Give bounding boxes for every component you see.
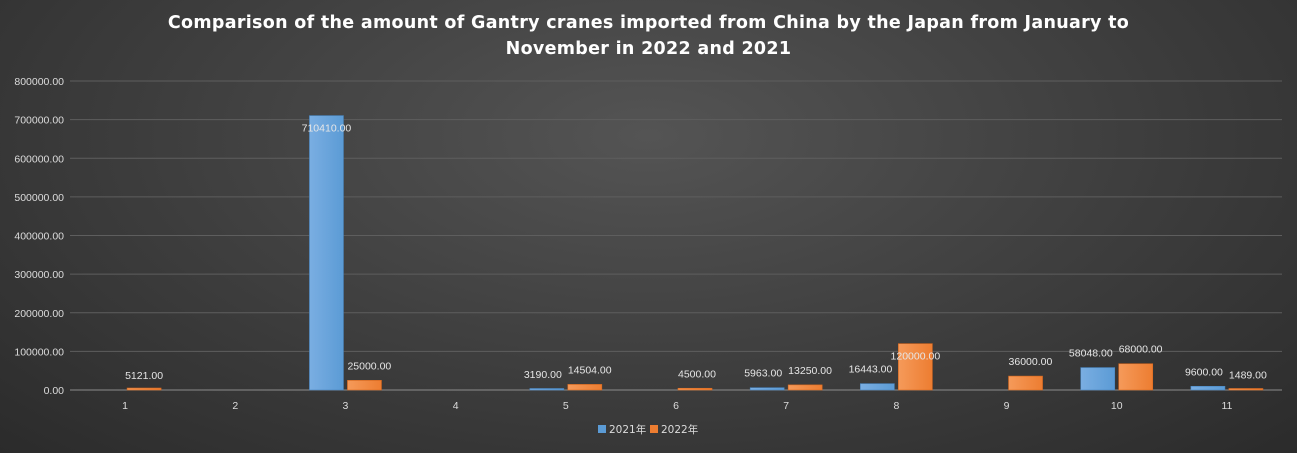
- x-tick-label: 7: [783, 400, 789, 412]
- x-tick-label: 5: [563, 400, 569, 412]
- bar-2022: [1228, 388, 1264, 391]
- axes: 0.00 100000.00 200000.00 300000.00 400000.00…: [14, 76, 1282, 412]
- bar-2021: [529, 388, 565, 391]
- bars: [126, 115, 1264, 391]
- bar-2022: [1118, 363, 1154, 391]
- legend: 2021年 2022年: [598, 423, 698, 436]
- bar-2022: [898, 343, 933, 391]
- legend-swatch: [650, 425, 658, 433]
- bar-2021: [860, 383, 895, 391]
- y-tick-label: 400000.00: [14, 231, 64, 243]
- legend-swatch: [598, 425, 606, 433]
- x-tick-label: 11: [1221, 400, 1232, 412]
- data-label-2021: 5963.00: [744, 368, 782, 380]
- data-label-2022: 13250.00: [788, 365, 832, 377]
- data-label-2022: 36000.00: [1009, 356, 1053, 368]
- x-tick-label: 10: [1111, 400, 1123, 412]
- x-tick-label: 6: [673, 400, 679, 412]
- bar-2022: [126, 387, 162, 391]
- data-label-2021: 9600.00: [1185, 366, 1223, 378]
- data-label-2022: 1489.00: [1229, 369, 1267, 381]
- y-tick-label: 500000.00: [14, 192, 64, 204]
- chart-title: Comparison of the amount of Gantry crane…: [167, 13, 1130, 59]
- x-tick-label: 4: [453, 400, 459, 412]
- y-tick-label: 700000.00: [14, 115, 64, 127]
- x-tick-label: 3: [343, 400, 349, 412]
- bar-2021: [749, 387, 785, 391]
- data-label-2021: 3190.00: [524, 369, 562, 381]
- bar-2021: [1080, 367, 1116, 391]
- data-label-2021: 710410.00: [302, 123, 352, 135]
- legend-label: 2022年: [661, 423, 698, 436]
- bar-2022: [567, 384, 603, 391]
- bar-2022: [1008, 375, 1043, 391]
- y-tick-label: 100000.00: [14, 346, 64, 358]
- data-label-2022: 5121.00: [125, 370, 163, 382]
- data-label-2022: 14504.00: [568, 364, 612, 376]
- bar-2021: [309, 115, 344, 391]
- y-tick-label: 800000.00: [14, 76, 64, 88]
- y-tick-label: 300000.00: [14, 269, 64, 281]
- bar-2021: [1190, 385, 1226, 391]
- data-label-2022: 68000.00: [1119, 344, 1163, 356]
- data-label-2022: 25000.00: [347, 360, 391, 372]
- data-labels: 5121.00 710410.00 25000.00 3190.00 14504.00 4…: [125, 123, 1267, 382]
- y-tick-label: 600000.00: [14, 153, 64, 165]
- data-label-2022: 120000.00: [891, 351, 941, 363]
- data-label-2022: 4500.00: [678, 368, 716, 380]
- data-label-2021: 16443.00: [849, 364, 893, 376]
- bar-2022: [787, 384, 823, 391]
- y-tick-label: 0.00: [44, 385, 65, 397]
- x-tick-label: 8: [893, 400, 899, 412]
- legend-label: 2021年: [609, 423, 646, 436]
- data-label-2021: 58048.00: [1069, 348, 1113, 360]
- y-tick-label: 200000.00: [14, 308, 64, 320]
- bar-2022: [677, 387, 713, 391]
- x-tick-label: 9: [1004, 400, 1010, 412]
- x-tick-label: 1: [122, 400, 128, 412]
- x-tick-label: 2: [232, 400, 238, 412]
- gridlines: [70, 80, 1282, 352]
- bar-2022: [347, 380, 382, 391]
